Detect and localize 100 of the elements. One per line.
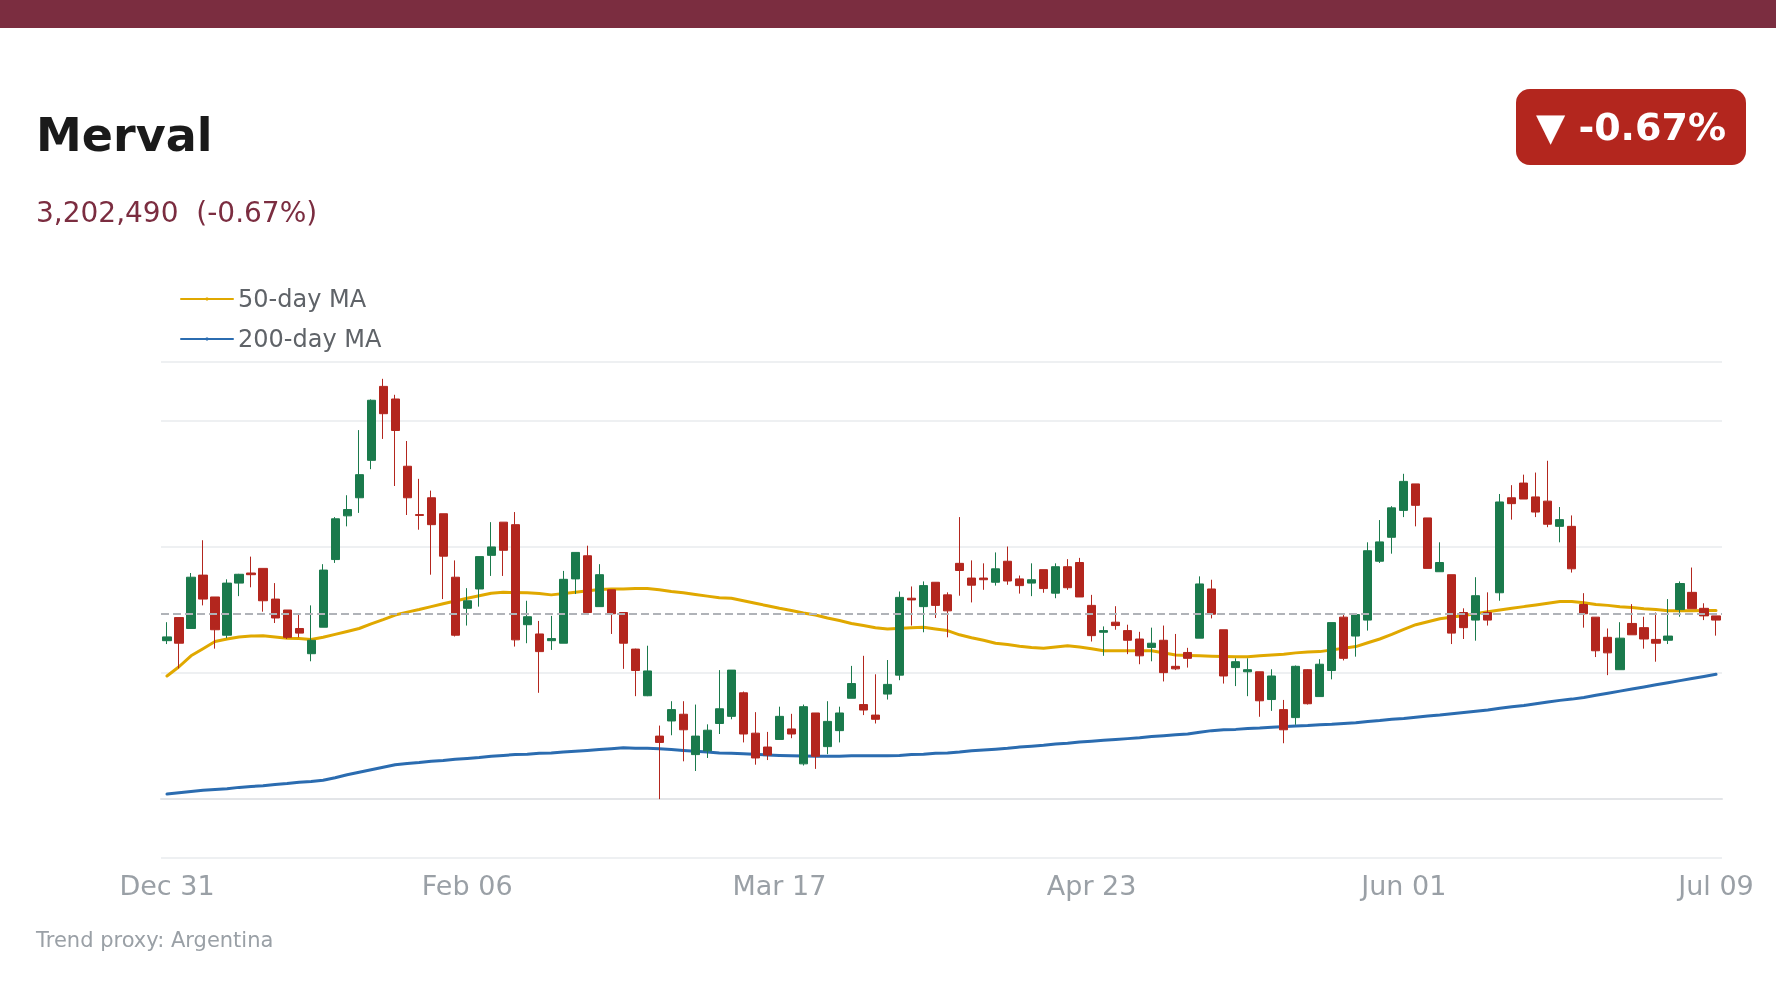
candlestick	[222, 578, 232, 639]
candlestick	[1399, 473, 1408, 518]
candlestick	[919, 580, 928, 633]
candlestick	[1063, 558, 1072, 591]
x-tick-label: Feb 06	[421, 870, 513, 901]
candlestick	[343, 494, 352, 527]
candlestick	[1207, 579, 1216, 619]
candlestick	[1051, 562, 1060, 599]
candlestick	[631, 648, 640, 697]
candlestick	[1435, 541, 1444, 573]
candlestick	[895, 591, 904, 681]
candlestick	[715, 669, 724, 735]
candlestick	[691, 704, 700, 772]
candlestick	[174, 617, 184, 669]
candlestick	[1471, 576, 1480, 642]
candlestick	[931, 581, 940, 619]
text: Trend proxy: Argentina	[36, 928, 274, 952]
candlestick	[331, 516, 340, 564]
candlestick	[847, 665, 856, 699]
chart-title: Merval	[36, 108, 213, 162]
candlestick	[1627, 603, 1637, 636]
candlestick	[979, 562, 988, 591]
candlestick	[210, 596, 220, 650]
candlestick	[427, 490, 436, 576]
candlestick	[1111, 605, 1120, 631]
candlestick	[258, 567, 268, 613]
candlestick	[439, 513, 448, 600]
candlestick	[679, 700, 688, 762]
candlestick	[595, 563, 604, 608]
candlestick	[1027, 562, 1036, 597]
x-tick-label: Jul 09	[1676, 870, 1754, 901]
candlestick	[1603, 627, 1612, 676]
candlestick	[379, 378, 388, 440]
candlestick	[511, 511, 520, 648]
candlestick	[1303, 668, 1312, 706]
candlestick	[1519, 474, 1528, 500]
candlestick	[355, 429, 364, 514]
candlestick	[703, 723, 712, 759]
candlestick	[1507, 484, 1516, 521]
candlestick	[1615, 621, 1625, 671]
candlestick	[295, 613, 304, 638]
candlestick	[319, 563, 328, 628]
candlestick	[1183, 647, 1192, 669]
candlestick	[1495, 493, 1504, 602]
candlestick	[1459, 607, 1468, 640]
candlestick	[1039, 569, 1048, 594]
candlestick	[727, 669, 736, 720]
x-tick-label: Dec 31	[119, 870, 215, 901]
candlestick	[234, 573, 244, 597]
candlestick	[571, 551, 580, 595]
candlestick	[763, 731, 772, 761]
candlestick	[1639, 616, 1649, 650]
candlestick	[1423, 517, 1432, 569]
candlestick	[367, 398, 376, 470]
candlestick	[967, 559, 976, 603]
candlestick	[823, 700, 832, 755]
candlestick	[1075, 557, 1084, 598]
candlestick	[198, 539, 208, 606]
candlestick	[499, 521, 508, 577]
candlestick	[1123, 624, 1132, 655]
candlestick	[1375, 519, 1384, 564]
candlestick	[775, 706, 784, 740]
candlestick	[1363, 541, 1372, 632]
candlestick	[1147, 627, 1156, 662]
candlestick	[667, 700, 676, 736]
candlestick	[1327, 622, 1336, 680]
candlestick	[1015, 575, 1024, 595]
candlestick	[186, 572, 196, 630]
candlestick	[1339, 614, 1348, 661]
candlestick	[643, 645, 652, 697]
candlestick	[1135, 631, 1144, 665]
candlestick	[246, 556, 256, 588]
candlestick	[1279, 699, 1288, 744]
candlestick	[535, 620, 544, 694]
candlestick	[1219, 629, 1228, 685]
candlestick	[991, 551, 1000, 587]
candlestick	[835, 706, 844, 743]
candlestick	[1591, 616, 1600, 658]
candlestick	[1195, 575, 1204, 639]
legend-label: 200-day MA	[238, 325, 382, 353]
chart-subtitle: 3,202,490 (-0.67%)	[36, 196, 318, 229]
candlestick	[1099, 625, 1108, 657]
candlestick	[283, 609, 292, 640]
candlestick	[859, 655, 868, 716]
candlestick	[619, 612, 628, 670]
candlestick	[271, 582, 280, 624]
candlestick	[811, 712, 820, 770]
candlestick	[547, 615, 556, 651]
x-tick-label: Mar 17	[732, 870, 827, 901]
candlestick	[907, 585, 916, 627]
candlestick	[1567, 514, 1576, 574]
candlestick	[799, 704, 808, 767]
candlestick	[871, 673, 880, 724]
candlestick	[307, 604, 316, 662]
candlestick	[1555, 506, 1564, 543]
candlestick	[415, 478, 424, 531]
candlestick	[1243, 657, 1252, 697]
x-tick-label: Jun 01	[1359, 870, 1447, 901]
candlestick	[1291, 664, 1300, 726]
candlestick	[1387, 505, 1396, 555]
